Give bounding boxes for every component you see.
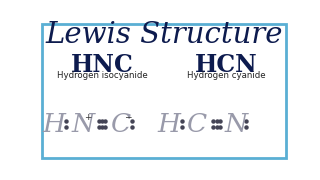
Text: +: + <box>84 112 92 122</box>
Text: Lewis Structure: Lewis Structure <box>45 21 283 50</box>
Text: HNC: HNC <box>71 53 133 77</box>
Text: C: C <box>111 111 132 136</box>
Text: −: − <box>124 112 131 122</box>
Text: H: H <box>157 111 180 136</box>
Text: Hydrogen isocyanide: Hydrogen isocyanide <box>57 71 148 80</box>
Text: C: C <box>187 111 207 136</box>
Text: Hydrogen cyanide: Hydrogen cyanide <box>187 71 265 80</box>
Text: H: H <box>43 111 66 136</box>
Text: HCN: HCN <box>195 53 257 77</box>
Text: N: N <box>225 111 248 136</box>
Text: N: N <box>71 111 94 136</box>
